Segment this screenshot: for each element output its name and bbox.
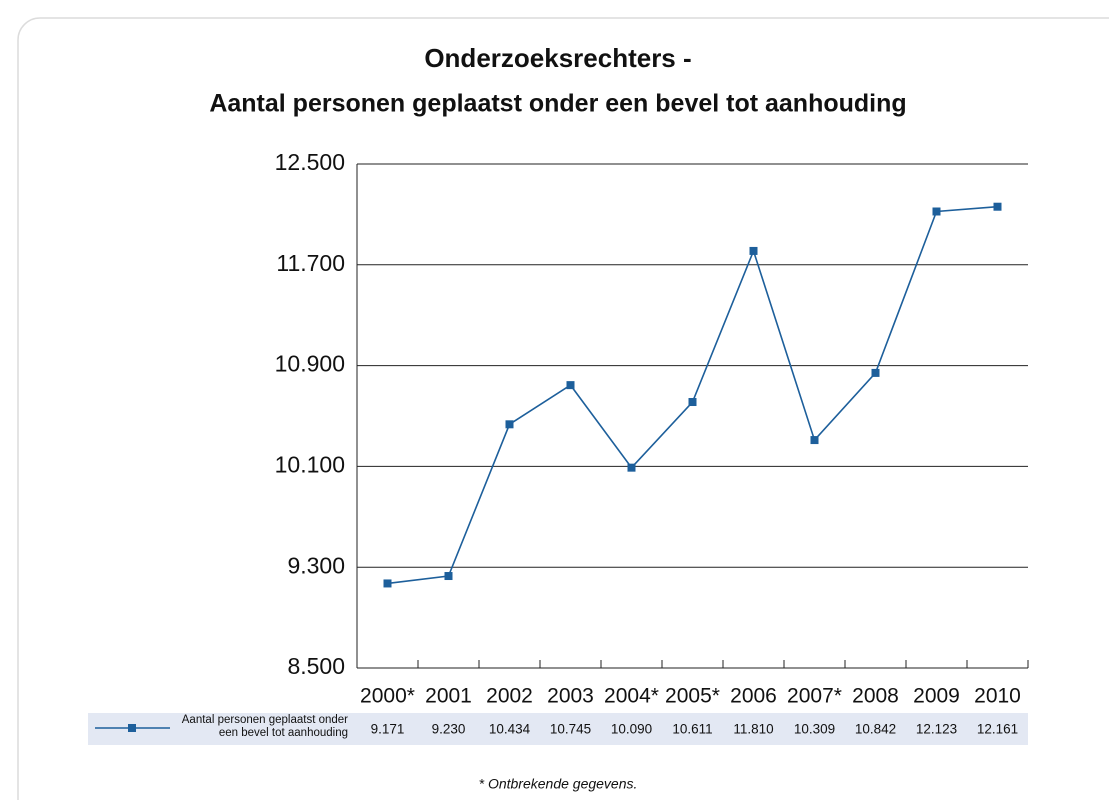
marker	[383, 579, 392, 588]
legend-label: Aantal personen geplaatst onder een beve…	[181, 714, 348, 739]
x-tick-label: 2005*	[665, 685, 720, 708]
data-label: 9.171	[371, 722, 405, 737]
y-tick-label: 10.100	[275, 451, 345, 477]
x-tick-label: 2008	[852, 685, 899, 708]
chart-title: Aantal personen geplaatst onder een beve…	[209, 90, 906, 118]
data-label: 9.230	[432, 722, 466, 737]
data-label: 10.745	[550, 722, 591, 737]
card	[17, 17, 1109, 800]
x-tick-label: 2002	[486, 685, 533, 708]
marker	[688, 398, 697, 407]
x-tick-label: 2007*	[787, 685, 842, 708]
x-tick-label: 2009	[913, 685, 960, 708]
data-label: 11.810	[733, 722, 773, 737]
marker	[932, 207, 941, 216]
legend-marker	[128, 724, 136, 732]
data-label: 10.090	[611, 722, 652, 737]
data-label: 10.434	[489, 722, 531, 737]
x-tick-label: 2000*	[360, 685, 415, 708]
marker	[566, 381, 575, 390]
data-label: 12.123	[916, 722, 957, 737]
x-tick-label: 2004*	[604, 685, 659, 708]
data-label: 10.309	[794, 722, 835, 737]
x-tick-label: 2006	[730, 685, 777, 708]
data-table-row	[88, 713, 1028, 745]
data-label: 10.611	[672, 722, 712, 737]
marker	[627, 463, 636, 472]
footnote: * Ontbrekende gegevens.	[479, 776, 638, 792]
x-tick-label: 2001	[425, 685, 472, 708]
marker	[810, 436, 819, 445]
y-tick-label: 12.500	[275, 149, 345, 175]
x-tick-label: 2010	[974, 685, 1021, 708]
y-tick-label: 10.900	[275, 351, 345, 377]
data-label: 10.842	[855, 722, 896, 737]
chart-title: Onderzoeksrechters -	[424, 43, 691, 73]
marker	[444, 572, 453, 581]
data-label: 12.161	[977, 722, 1018, 737]
marker	[993, 202, 1002, 211]
marker	[871, 368, 880, 377]
y-tick-label: 11.700	[276, 250, 345, 276]
marker	[749, 246, 758, 255]
marker	[505, 420, 514, 429]
y-tick-label: 8.500	[287, 653, 345, 679]
y-tick-label: 9.300	[287, 552, 345, 578]
x-tick-label: 2003	[547, 685, 594, 708]
